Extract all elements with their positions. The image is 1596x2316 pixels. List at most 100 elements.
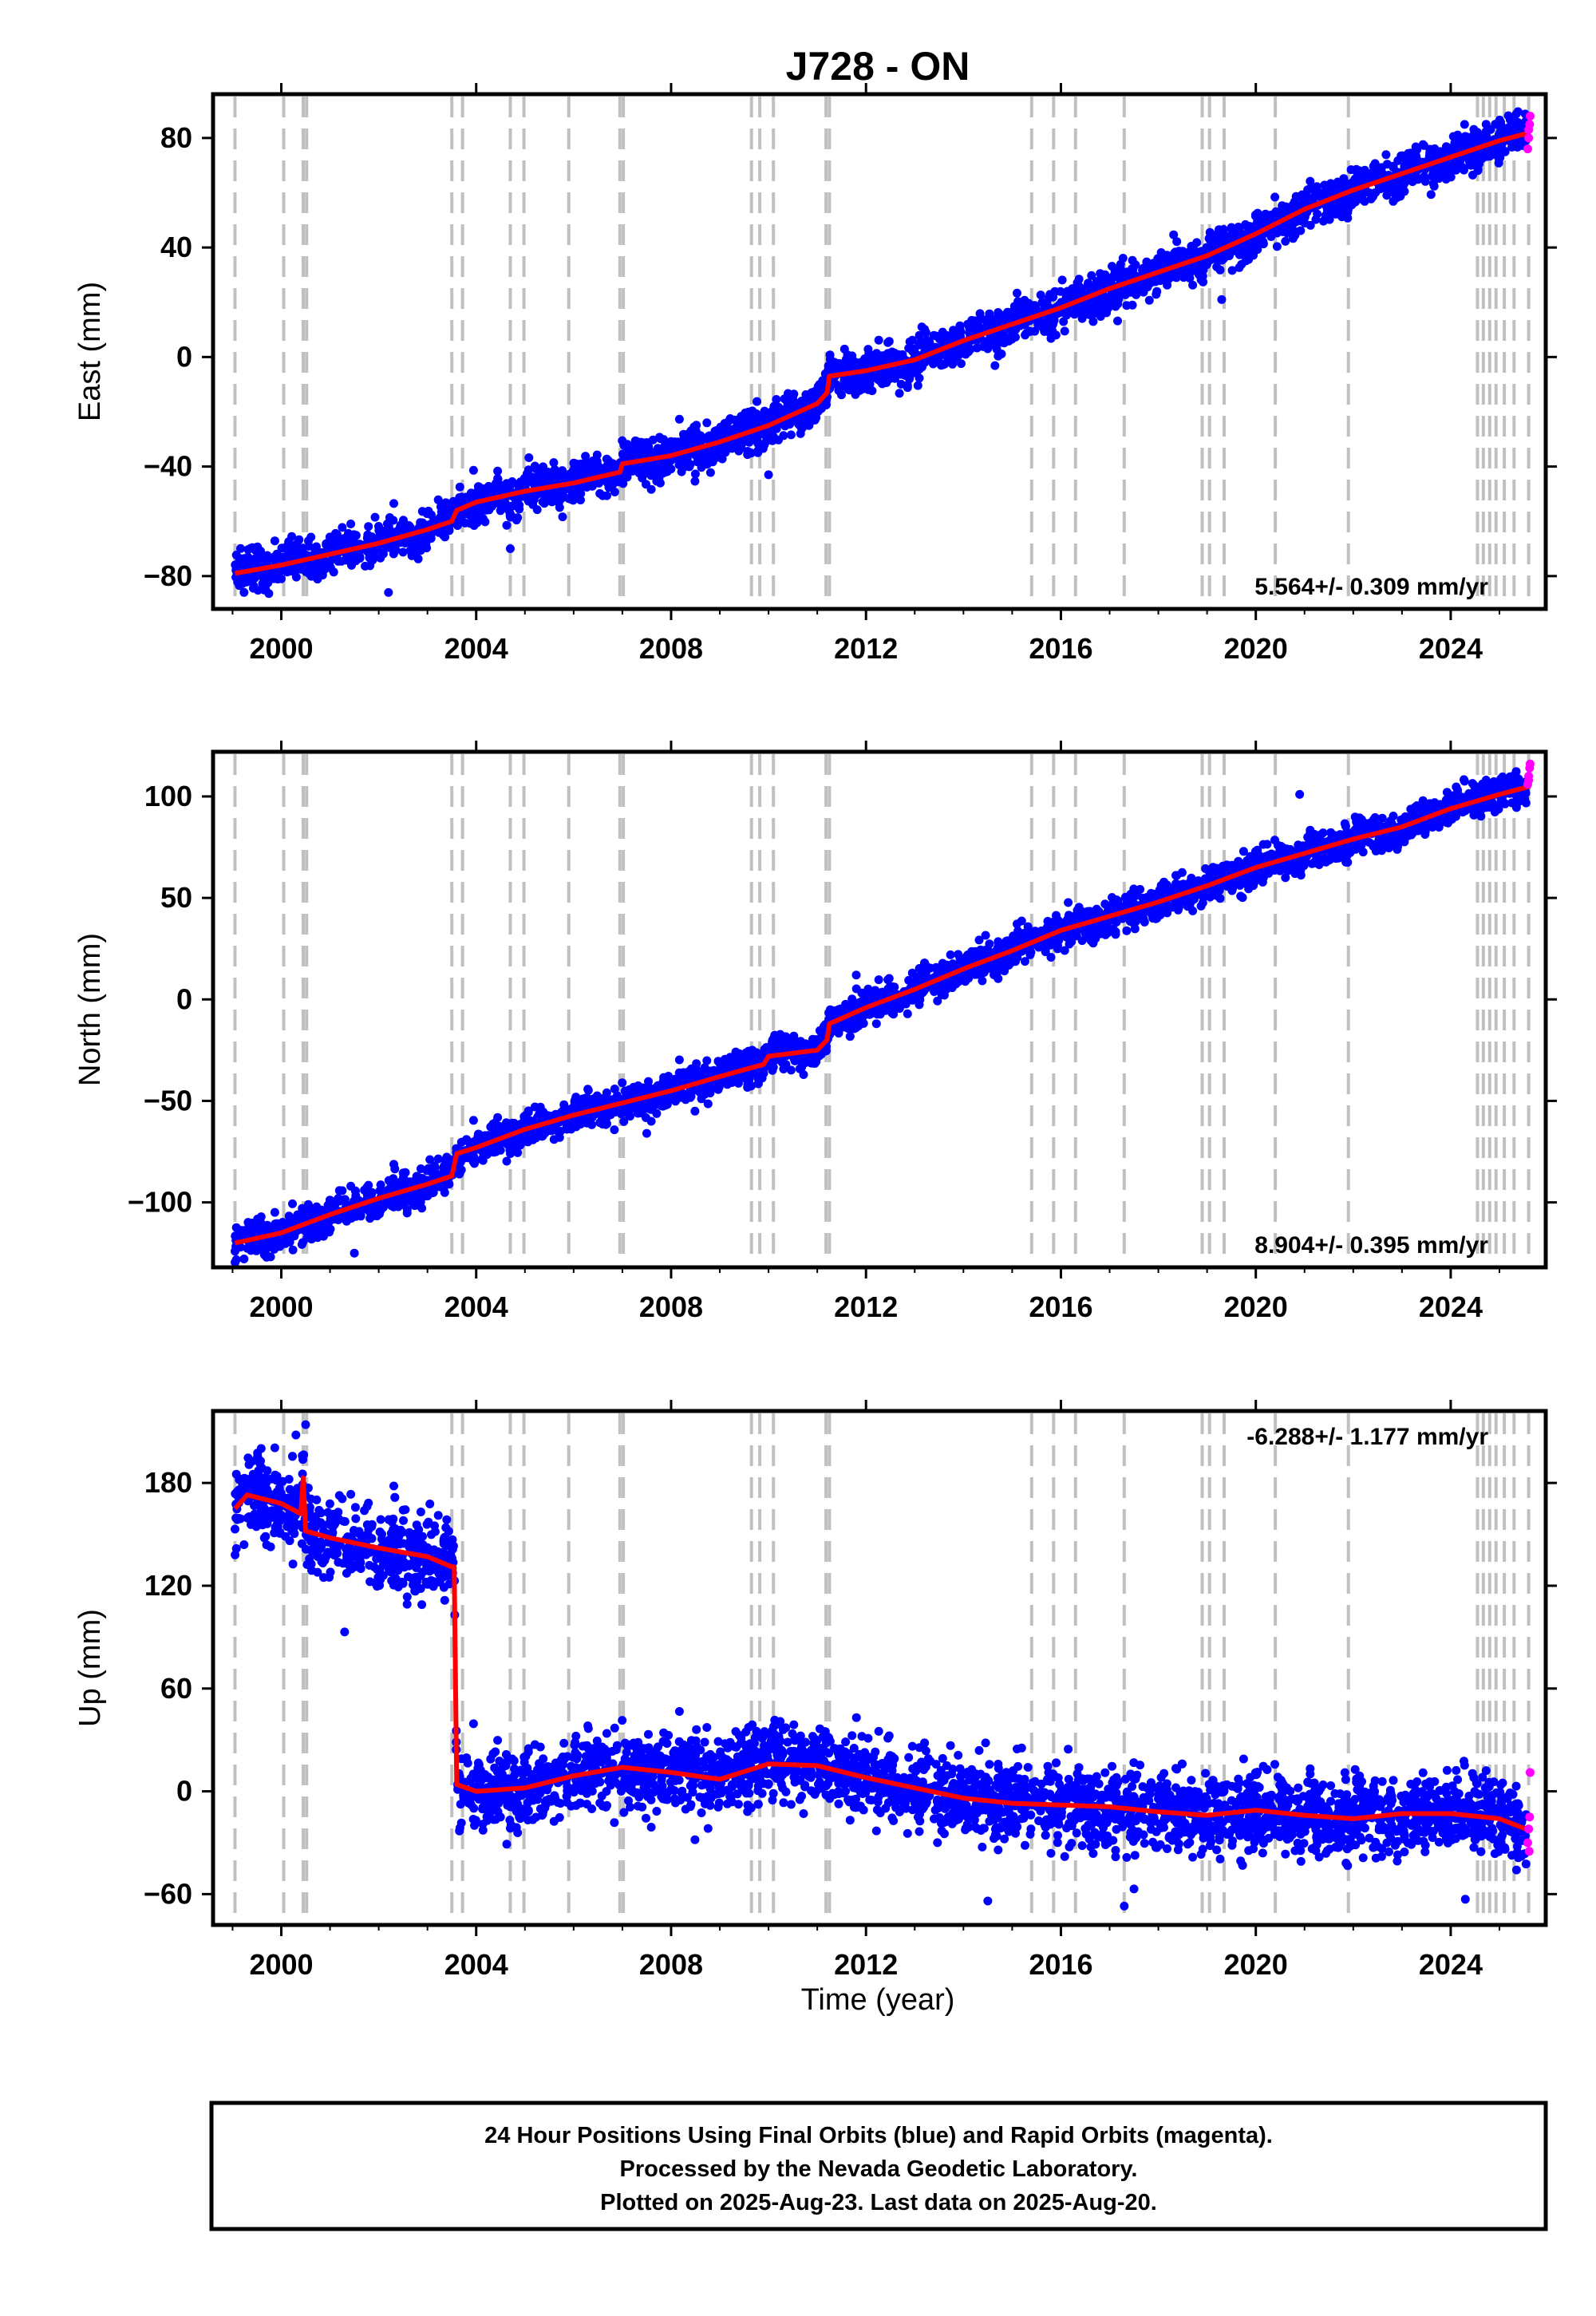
data-point [849, 377, 859, 387]
data-point [990, 361, 1000, 370]
data-point [1477, 154, 1486, 164]
data-point [1227, 266, 1237, 275]
data-point [1412, 145, 1422, 154]
data-point [642, 461, 652, 471]
data-point [346, 557, 356, 567]
data-point [1049, 292, 1058, 302]
rapid-orbit-point [1524, 125, 1534, 135]
data-point [455, 482, 464, 492]
data-point [305, 569, 314, 579]
data-point [972, 343, 982, 353]
data-point [602, 491, 611, 500]
data-point [985, 309, 994, 318]
data-point [362, 533, 372, 543]
data-point [244, 575, 254, 584]
data-point [679, 433, 689, 442]
data-point [1025, 326, 1035, 336]
data-point [915, 340, 924, 350]
rapid-orbit-point [1524, 133, 1534, 143]
data-point [418, 518, 427, 528]
y-tick-label: −40 [144, 450, 192, 483]
data-point [1082, 307, 1091, 317]
data-point [1512, 122, 1521, 132]
data-point [1444, 160, 1453, 169]
data-point [690, 469, 700, 479]
data-point [1453, 130, 1463, 140]
data-point [592, 456, 602, 466]
data-point [1381, 150, 1391, 160]
velocity-label: 5.564+/- 0.309 mm/yr [1254, 574, 1488, 600]
data-point [1192, 247, 1201, 257]
data-point [619, 1117, 629, 1126]
data-point [398, 547, 408, 557]
data-point [270, 536, 279, 546]
data-point [1500, 147, 1510, 156]
north-panel: 2000 2004 2008 2012 2016 2020 2024−100−5005010… [73, 741, 1557, 1323]
data-point [473, 482, 483, 492]
data-point [456, 492, 466, 502]
data-point [915, 373, 924, 383]
data-point [493, 466, 503, 476]
data-point [583, 1085, 593, 1094]
data-point [743, 450, 753, 460]
data-point [1310, 190, 1320, 200]
data-point [1400, 187, 1409, 196]
data-point [524, 453, 534, 462]
data-point [788, 394, 797, 404]
data-point [389, 499, 398, 508]
data-point [690, 476, 700, 486]
data-point [573, 466, 583, 476]
x-tick-label: 2016 [1029, 632, 1092, 665]
outlier-point [1217, 294, 1227, 304]
data-point [583, 458, 592, 468]
data-point [1481, 120, 1491, 129]
y-tick-label: −80 [144, 559, 192, 592]
data-point [895, 389, 904, 398]
data-point [1300, 212, 1310, 222]
data-point [934, 354, 943, 362]
data-point [1296, 226, 1306, 235]
data-point [993, 315, 1002, 325]
data-point [1469, 160, 1479, 170]
data-point [1106, 275, 1116, 285]
y-tick-label: 40 [160, 231, 192, 263]
data-point [551, 492, 560, 502]
data-point [753, 446, 763, 455]
data-point [662, 438, 672, 448]
data-point [1064, 898, 1073, 907]
data-point [1311, 215, 1321, 224]
data-point [1006, 307, 1016, 317]
data-point [1270, 836, 1279, 845]
data-point [646, 471, 656, 480]
rapid-orbit-point [1525, 111, 1535, 121]
data-point [426, 534, 436, 543]
data-point [887, 347, 897, 357]
data-point [1420, 176, 1430, 186]
final-orbit-points [231, 107, 1531, 599]
data-point [964, 347, 974, 357]
data-point [834, 362, 843, 371]
data-point [966, 322, 975, 330]
data-point [330, 539, 339, 549]
data-point [705, 468, 715, 477]
data-point [725, 414, 735, 423]
data-point [272, 569, 282, 579]
rapid-orbit-point [1523, 144, 1532, 154]
data-point [913, 381, 922, 390]
data-point [1428, 169, 1438, 179]
data-point [294, 535, 304, 544]
data-point [869, 351, 878, 360]
data-point [931, 331, 941, 341]
data-point [976, 314, 986, 324]
data-point [1060, 326, 1069, 336]
data-point [1041, 318, 1051, 328]
data-point [334, 556, 343, 566]
y-tick-label: 0 [176, 340, 192, 373]
data-point [1250, 210, 1260, 219]
data-point [1494, 153, 1503, 163]
data-point [1202, 260, 1211, 270]
data-point [1175, 248, 1185, 258]
data-point [313, 575, 322, 584]
data-point [515, 504, 524, 514]
data-point [786, 430, 796, 440]
